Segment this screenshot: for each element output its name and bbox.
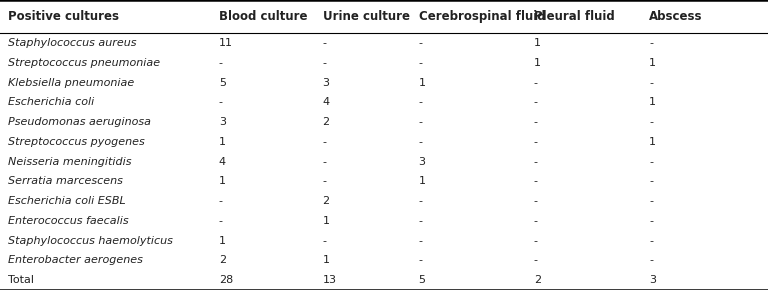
Text: -: - — [219, 58, 223, 68]
Text: -: - — [649, 216, 653, 226]
Text: 1: 1 — [219, 176, 226, 186]
Text: -: - — [649, 255, 653, 265]
Text: Pseudomonas aeruginosa: Pseudomonas aeruginosa — [8, 117, 151, 127]
Text: Escherichia coli: Escherichia coli — [8, 97, 94, 108]
Text: Staphylococcus haemolyticus: Staphylococcus haemolyticus — [8, 236, 173, 246]
Text: 4: 4 — [323, 97, 329, 108]
Text: -: - — [649, 196, 653, 206]
Text: 11: 11 — [219, 38, 233, 48]
Text: -: - — [323, 58, 326, 68]
Text: -: - — [649, 78, 653, 88]
Text: Pleural fluid: Pleural fluid — [534, 10, 614, 23]
Text: -: - — [219, 196, 223, 206]
Text: 2: 2 — [323, 117, 329, 127]
Text: 1: 1 — [649, 97, 656, 108]
Text: -: - — [649, 117, 653, 127]
Text: -: - — [534, 137, 538, 147]
Text: -: - — [419, 255, 422, 265]
Text: Urine culture: Urine culture — [323, 10, 409, 23]
Text: -: - — [534, 176, 538, 186]
Text: -: - — [419, 236, 422, 246]
Text: 1: 1 — [649, 58, 656, 68]
Text: 3: 3 — [323, 78, 329, 88]
Text: -: - — [323, 157, 326, 167]
Text: 1: 1 — [649, 137, 656, 147]
Text: -: - — [419, 38, 422, 48]
Text: -: - — [323, 38, 326, 48]
Text: Cerebrospinal fluid: Cerebrospinal fluid — [419, 10, 545, 23]
Text: -: - — [419, 196, 422, 206]
Text: Enterococcus faecalis: Enterococcus faecalis — [8, 216, 128, 226]
Text: Enterobacter aerogenes: Enterobacter aerogenes — [8, 255, 143, 265]
Text: 1: 1 — [323, 216, 329, 226]
Text: 4: 4 — [219, 157, 226, 167]
Text: -: - — [649, 38, 653, 48]
Text: -: - — [323, 176, 326, 186]
Text: -: - — [534, 216, 538, 226]
Text: Total: Total — [8, 275, 34, 285]
Text: Escherichia coli ESBL: Escherichia coli ESBL — [8, 196, 125, 206]
Text: 2: 2 — [534, 275, 541, 285]
Text: 1: 1 — [419, 78, 425, 88]
Text: -: - — [649, 236, 653, 246]
Text: -: - — [419, 58, 422, 68]
Text: 28: 28 — [219, 275, 233, 285]
Text: -: - — [419, 97, 422, 108]
Text: Serratia marcescens: Serratia marcescens — [8, 176, 123, 186]
Text: 3: 3 — [419, 157, 425, 167]
Text: 2: 2 — [323, 196, 329, 206]
Text: -: - — [219, 216, 223, 226]
Text: 1: 1 — [219, 137, 226, 147]
Text: -: - — [649, 176, 653, 186]
Text: -: - — [323, 236, 326, 246]
Text: 2: 2 — [219, 255, 226, 265]
Text: -: - — [534, 196, 538, 206]
Text: -: - — [419, 216, 422, 226]
Text: -: - — [219, 97, 223, 108]
Text: -: - — [534, 157, 538, 167]
Text: 1: 1 — [419, 176, 425, 186]
Text: 5: 5 — [419, 275, 425, 285]
Text: Blood culture: Blood culture — [219, 10, 307, 23]
Text: Staphylococcus aureus: Staphylococcus aureus — [8, 38, 136, 48]
Text: 13: 13 — [323, 275, 336, 285]
Text: -: - — [534, 255, 538, 265]
Text: 3: 3 — [649, 275, 656, 285]
Text: -: - — [649, 157, 653, 167]
Text: -: - — [323, 137, 326, 147]
Text: -: - — [534, 236, 538, 246]
Text: Streptococcus pyogenes: Streptococcus pyogenes — [8, 137, 144, 147]
Text: -: - — [419, 117, 422, 127]
Text: -: - — [534, 117, 538, 127]
Text: 3: 3 — [219, 117, 226, 127]
Text: Positive cultures: Positive cultures — [8, 10, 119, 23]
Text: 1: 1 — [219, 236, 226, 246]
Text: 1: 1 — [534, 38, 541, 48]
Text: Abscess: Abscess — [649, 10, 703, 23]
Text: Klebsiella pneumoniae: Klebsiella pneumoniae — [8, 78, 134, 88]
Text: 5: 5 — [219, 78, 226, 88]
Text: Streptococcus pneumoniae: Streptococcus pneumoniae — [8, 58, 160, 68]
Text: -: - — [534, 97, 538, 108]
Text: 1: 1 — [534, 58, 541, 68]
Text: 1: 1 — [323, 255, 329, 265]
Text: Neisseria meningitidis: Neisseria meningitidis — [8, 157, 131, 167]
Text: -: - — [419, 137, 422, 147]
Text: -: - — [534, 78, 538, 88]
